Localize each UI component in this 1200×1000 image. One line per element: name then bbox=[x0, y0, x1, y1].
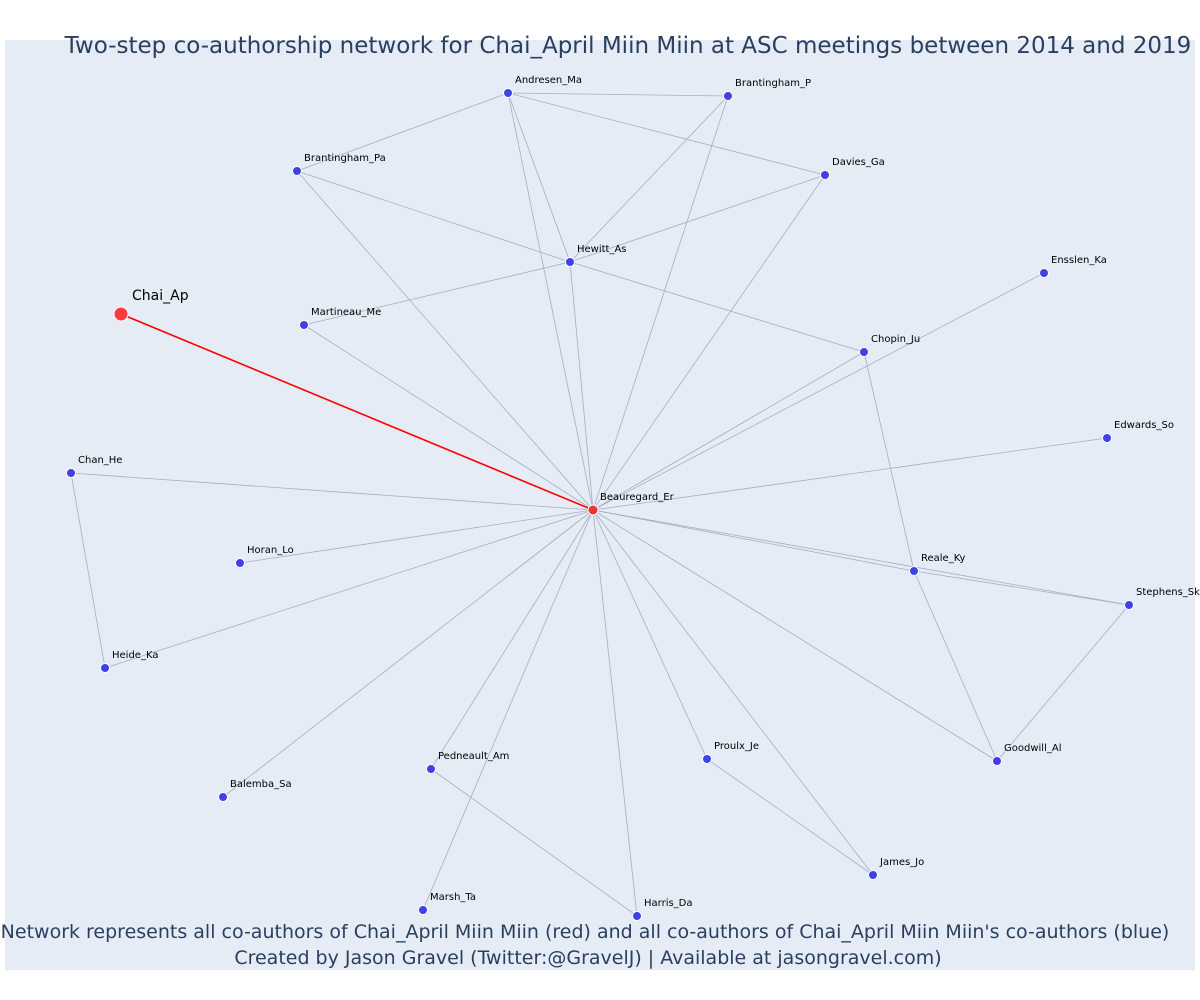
edge-stephens-sk-beauregard-er bbox=[592, 509, 1130, 606]
chart-title: Two-step co-authorship network for Chai_… bbox=[64, 33, 1192, 59]
node-label-andresen-ma: Andresen_Ma bbox=[515, 75, 582, 86]
node-label-james-jo: James_Jo bbox=[879, 857, 924, 868]
node-proulx-je[interactable] bbox=[702, 754, 712, 764]
edge-proulx-je-james-jo bbox=[706, 758, 874, 876]
edge-balemba-sa-beauregard-er bbox=[222, 509, 594, 798]
node-horan-lo[interactable] bbox=[235, 558, 245, 568]
node-label-brantingham-p: Brantingham_P bbox=[735, 78, 811, 89]
edge-edwards-so-beauregard-er bbox=[592, 437, 1108, 511]
edge-chan-he-heide-ka bbox=[70, 472, 106, 669]
node-label-goodwill-al: Goodwill_Al bbox=[1004, 743, 1061, 754]
edge-ensslen-ka-beauregard-er bbox=[592, 272, 1045, 511]
node-andresen-ma[interactable] bbox=[503, 88, 513, 98]
node-label-davies-ga: Davies_Ga bbox=[832, 157, 885, 168]
labels-layer: Chai_Ap Beauregard_Er Andresen_Ma Brantingh… bbox=[78, 75, 1200, 909]
edge-andresen-ma-beauregard-er bbox=[507, 92, 594, 511]
node-label-chan-he: Chan_He bbox=[78, 455, 122, 466]
node-label-chai-ap: Chai_Ap bbox=[132, 288, 189, 304]
node-brantingham-pa[interactable] bbox=[292, 166, 302, 176]
node-label-edwards-so: Edwards_So bbox=[1114, 420, 1174, 431]
node-davies-ga[interactable] bbox=[820, 170, 830, 180]
edge-hewitt-as-chopin-ju bbox=[569, 261, 865, 353]
edge-chai-ap-beauregard-er bbox=[120, 313, 594, 511]
node-label-ensslen-ka: Ensslen_Ka bbox=[1051, 255, 1107, 266]
node-label-stephens-sk: Stephens_Sk bbox=[1136, 587, 1200, 598]
edge-reale-ky-beauregard-er bbox=[592, 509, 915, 572]
edge-reale-ky-goodwill-al bbox=[913, 570, 998, 762]
edge-hewitt-as-beauregard-er bbox=[569, 261, 594, 511]
node-stephens-sk[interactable] bbox=[1124, 600, 1134, 610]
node-label-beauregard-er: Beauregard_Er bbox=[600, 492, 675, 503]
node-goodwill-al[interactable] bbox=[992, 756, 1002, 766]
edge-stephens-sk-goodwill-al bbox=[996, 604, 1130, 762]
node-pedneault-am[interactable] bbox=[426, 764, 436, 774]
caption-line-2: Created by Jason Gravel (Twitter:@Gravel… bbox=[234, 947, 941, 969]
node-label-reale-ky: Reale_Ky bbox=[921, 553, 966, 564]
node-beauregard-er[interactable] bbox=[587, 504, 599, 516]
edge-pedneault-am-harris-da bbox=[430, 768, 638, 917]
edge-brantingham-p-beauregard-er bbox=[592, 95, 729, 511]
node-marsh-ta[interactable] bbox=[418, 905, 428, 915]
edge-harris-da-beauregard-er bbox=[592, 509, 638, 917]
edge-davies-ga-beauregard-er bbox=[592, 174, 826, 511]
edge-hewitt-as-martineau-me bbox=[303, 261, 571, 326]
node-brantingham-p[interactable] bbox=[723, 91, 733, 101]
edge-brantingham-pa-beauregard-er bbox=[296, 170, 594, 511]
node-label-chopin-ju: Chopin_Ju bbox=[871, 334, 920, 345]
node-label-hewitt-as: Hewitt_As bbox=[577, 244, 627, 255]
node-label-martineau-me: Martineau_Me bbox=[311, 307, 381, 318]
node-label-marsh-ta: Marsh_Ta bbox=[430, 892, 476, 903]
edge-andresen-ma-davies-ga bbox=[507, 92, 826, 176]
node-harris-da[interactable] bbox=[632, 911, 642, 921]
edge-brantingham-p-hewitt-as bbox=[569, 95, 729, 263]
edge-goodwill-al-beauregard-er bbox=[592, 509, 998, 762]
edge-andresen-ma-brantingham-p bbox=[507, 92, 729, 97]
node-martineau-me[interactable] bbox=[299, 320, 309, 330]
node-label-pedneault-am: Pedneault_Am bbox=[438, 751, 509, 762]
edge-chopin-ju-beauregard-er bbox=[592, 351, 865, 511]
edges-layer bbox=[70, 92, 1130, 917]
node-label-horan-lo: Horan_Lo bbox=[247, 545, 294, 556]
edge-pedneault-am-beauregard-er bbox=[430, 509, 594, 770]
edge-andresen-ma-hewitt-as bbox=[507, 92, 571, 263]
node-balemba-sa[interactable] bbox=[218, 792, 228, 802]
node-reale-ky[interactable] bbox=[909, 566, 919, 576]
edge-chopin-ju-reale-ky bbox=[863, 351, 915, 572]
edge-martineau-me-beauregard-er bbox=[303, 324, 594, 511]
node-edwards-so[interactable] bbox=[1102, 433, 1112, 443]
node-heide-ka[interactable] bbox=[100, 663, 110, 673]
edge-horan-lo-beauregard-er bbox=[239, 509, 594, 564]
node-label-harris-da: Harris_Da bbox=[644, 898, 693, 909]
node-ensslen-ka[interactable] bbox=[1039, 268, 1049, 278]
node-label-proulx-je: Proulx_Je bbox=[714, 741, 759, 752]
edge-james-jo-beauregard-er bbox=[592, 509, 874, 876]
node-chan-he[interactable] bbox=[66, 468, 76, 478]
edge-davies-ga-hewitt-as bbox=[569, 174, 826, 263]
plot-background bbox=[5, 40, 1195, 970]
node-james-jo[interactable] bbox=[868, 870, 878, 880]
node-chopin-ju[interactable] bbox=[859, 347, 869, 357]
nodes-layer bbox=[66, 88, 1134, 921]
edge-chan-he-beauregard-er bbox=[70, 472, 594, 511]
caption-line-1: Network represents all co-authors of Cha… bbox=[1, 921, 1170, 943]
node-label-balemba-sa: Balemba_Sa bbox=[230, 779, 292, 790]
edge-proulx-je-beauregard-er bbox=[592, 509, 708, 760]
node-hewitt-as[interactable] bbox=[565, 257, 575, 267]
node-chai-ap[interactable] bbox=[113, 306, 129, 322]
edge-andresen-ma-brantingham-pa bbox=[296, 92, 509, 172]
edge-heide-ka-beauregard-er bbox=[104, 509, 594, 669]
node-label-heide-ka: Heide_Ka bbox=[112, 650, 158, 661]
edge-reale-ky-stephens-sk bbox=[913, 570, 1130, 606]
edge-brantingham-pa-hewitt-as bbox=[296, 170, 571, 263]
node-label-brantingham-pa: Brantingham_Pa bbox=[304, 153, 386, 164]
edge-marsh-ta-beauregard-er bbox=[422, 509, 594, 911]
